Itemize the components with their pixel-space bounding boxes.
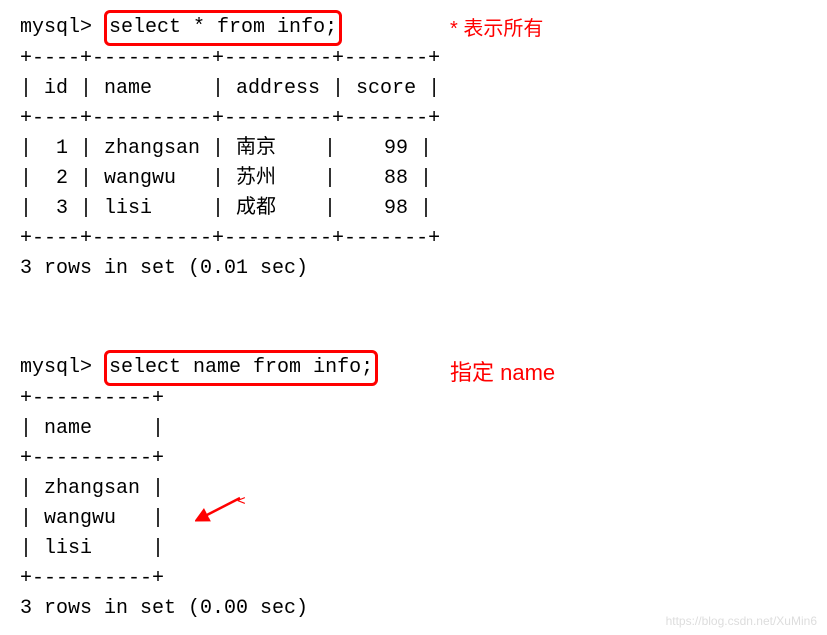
annotation-2: 指定 name [450,356,555,389]
watermark: https://blog.csdn.net/XuMin6 [666,612,817,630]
query2-line: mysql> select name from info; [20,350,378,386]
sql-box-2: select name from info; [104,350,378,386]
result-table-1: +----+----------+---------+-------+ | id… [20,44,440,284]
arrow-icon: < [195,495,245,525]
svg-text:<: < [237,495,245,509]
mysql-prompt: mysql> [20,16,92,39]
mysql-prompt: mysql> [20,356,92,379]
sql-box-1: select * from info; [104,10,342,46]
annotation-1: * 表示所有 [450,14,543,44]
result-table-2: +----------+ | name | +----------+ | zha… [20,384,308,624]
query1-line: mysql> select * from info; [20,10,342,46]
